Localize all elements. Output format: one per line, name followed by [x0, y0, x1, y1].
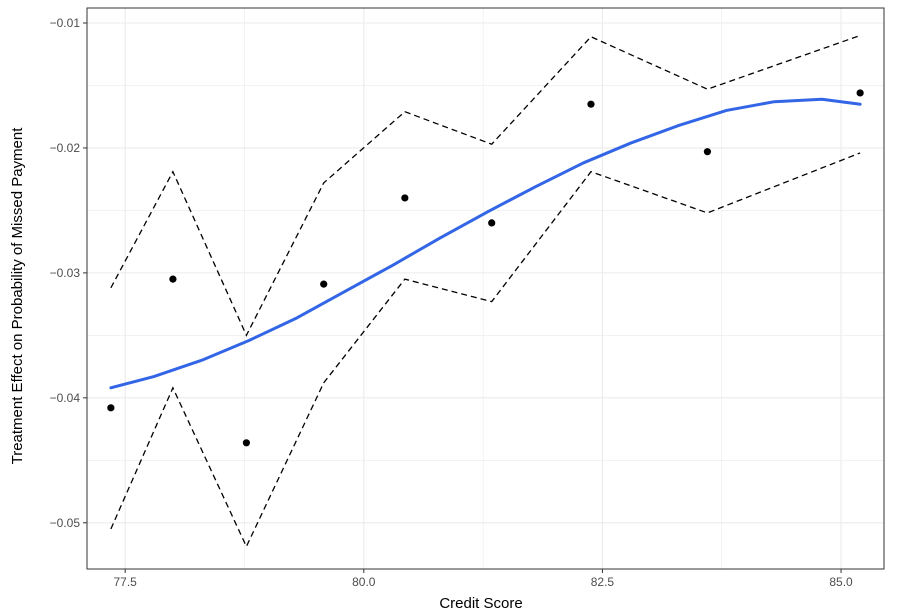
x-axis-ticks: 77.5 80.0 82.5 85.0 [113, 569, 853, 589]
y-tick-label: −0.03 [50, 266, 81, 280]
data-point [107, 404, 115, 412]
data-point [587, 100, 595, 108]
lower-band-line [110, 152, 861, 549]
upper-band-line [110, 34, 861, 337]
confidence-bands [110, 34, 861, 549]
x-tick-label: 85.0 [829, 575, 853, 589]
data-point [856, 89, 864, 97]
y-tick-label: −0.04 [50, 391, 81, 405]
x-tick-label: 82.5 [591, 575, 615, 589]
data-point [169, 275, 177, 283]
y-tick-label: −0.02 [50, 141, 81, 155]
smooth-curve [109, 97, 862, 390]
y-tick-label: −0.05 [50, 516, 81, 530]
smooth-line [109, 97, 862, 390]
x-axis-title: Credit Score [439, 595, 522, 612]
data-points [107, 89, 864, 447]
y-axis-title: Treatment Effect on Probability of Misse… [9, 127, 26, 465]
panel-border [86, 7, 885, 570]
data-point [242, 439, 250, 447]
data-point [401, 194, 409, 202]
data-point [703, 148, 712, 156]
x-tick-label: 80.0 [352, 575, 376, 589]
x-tick-label: 77.5 [113, 575, 137, 589]
y-axis-ticks: −0.05 −0.04 −0.03 −0.02 −0.01 [50, 16, 87, 530]
data-point [320, 280, 328, 288]
data-point [488, 219, 496, 227]
y-tick-label: −0.01 [50, 16, 81, 30]
